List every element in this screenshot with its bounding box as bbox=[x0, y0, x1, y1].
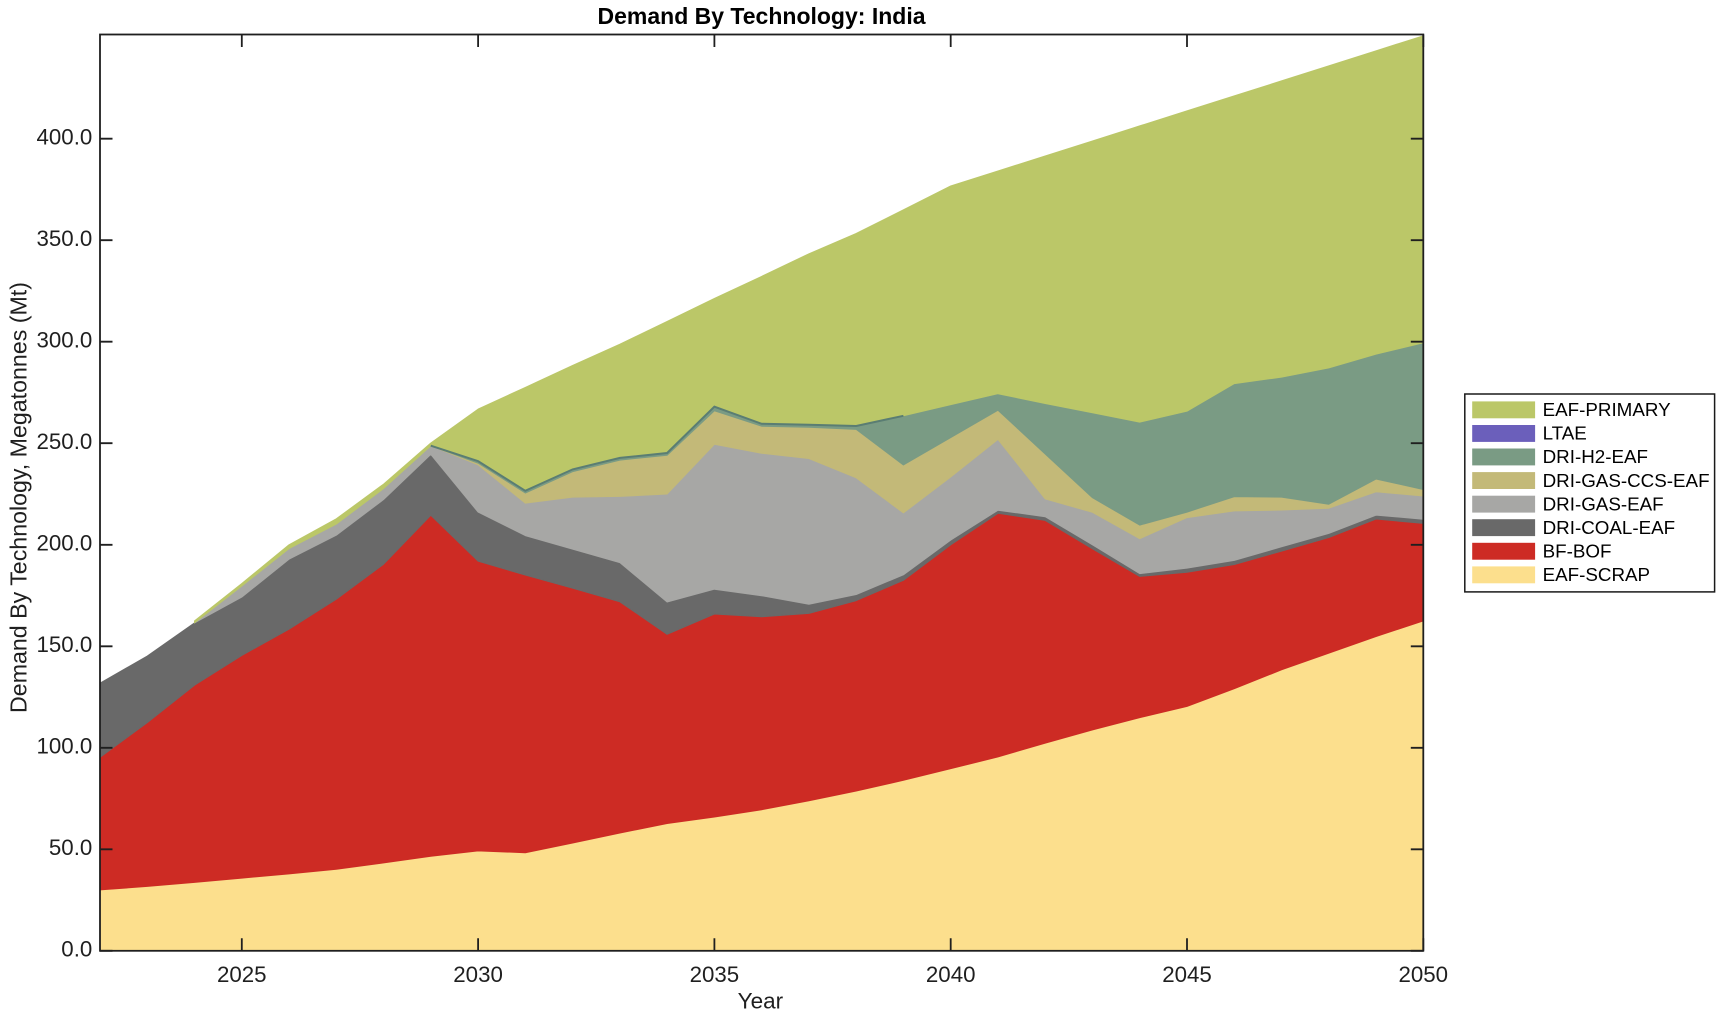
svg-text:BF-BOF: BF-BOF bbox=[1543, 541, 1612, 562]
svg-text:50.0: 50.0 bbox=[49, 835, 92, 860]
svg-text:250.0: 250.0 bbox=[37, 429, 93, 454]
svg-text:350.0: 350.0 bbox=[37, 226, 93, 251]
svg-text:300.0: 300.0 bbox=[37, 328, 93, 353]
svg-text:EAF-SCRAP: EAF-SCRAP bbox=[1543, 564, 1651, 585]
svg-text:Year: Year bbox=[738, 989, 784, 1014]
svg-text:2030: 2030 bbox=[453, 962, 503, 987]
svg-text:DRI-COAL-EAF: DRI-COAL-EAF bbox=[1543, 517, 1676, 538]
svg-text:2035: 2035 bbox=[690, 962, 740, 987]
svg-text:150.0: 150.0 bbox=[37, 632, 93, 657]
svg-text:DRI-GAS-CCS-EAF: DRI-GAS-CCS-EAF bbox=[1543, 470, 1710, 491]
svg-text:100.0: 100.0 bbox=[37, 734, 93, 759]
svg-text:Demand By Technology: India: Demand By Technology: India bbox=[598, 3, 926, 29]
svg-text:EAF-PRIMARY: EAF-PRIMARY bbox=[1543, 399, 1671, 420]
svg-text:2050: 2050 bbox=[1398, 962, 1448, 987]
svg-text:2040: 2040 bbox=[926, 962, 976, 987]
svg-text:LTAE: LTAE bbox=[1543, 423, 1587, 444]
svg-text:DRI-GAS-EAF: DRI-GAS-EAF bbox=[1543, 493, 1664, 514]
svg-text:0.0: 0.0 bbox=[61, 937, 92, 962]
svg-text:200.0: 200.0 bbox=[37, 531, 93, 556]
svg-text:2045: 2045 bbox=[1162, 962, 1212, 987]
svg-text:400.0: 400.0 bbox=[37, 125, 93, 150]
svg-text:DRI-H2-EAF: DRI-H2-EAF bbox=[1543, 446, 1648, 467]
svg-text:Demand By Technology, Megatonn: Demand By Technology, Megatonnes (Mt) bbox=[6, 282, 32, 713]
svg-text:2025: 2025 bbox=[217, 962, 267, 987]
